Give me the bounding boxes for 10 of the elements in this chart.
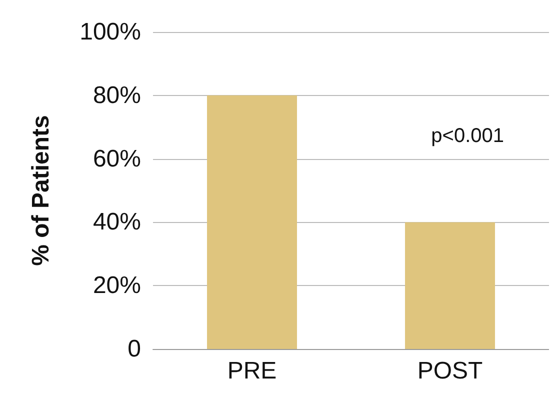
y-tick-label: 0 [128,336,141,362]
y-axis-title: % of Patients [28,115,54,266]
annotation: p<0.001 [431,125,504,147]
y-tick-label: 100% [80,18,141,46]
y-tick-label: 20% [92,272,141,300]
y-tick-label: 60% [92,145,141,172]
y-tick-label: 80% [92,82,141,109]
y-tick-label: 40% [92,208,141,236]
x-tick-label: PRE [227,358,277,384]
x-tick-label: POST [417,358,484,384]
